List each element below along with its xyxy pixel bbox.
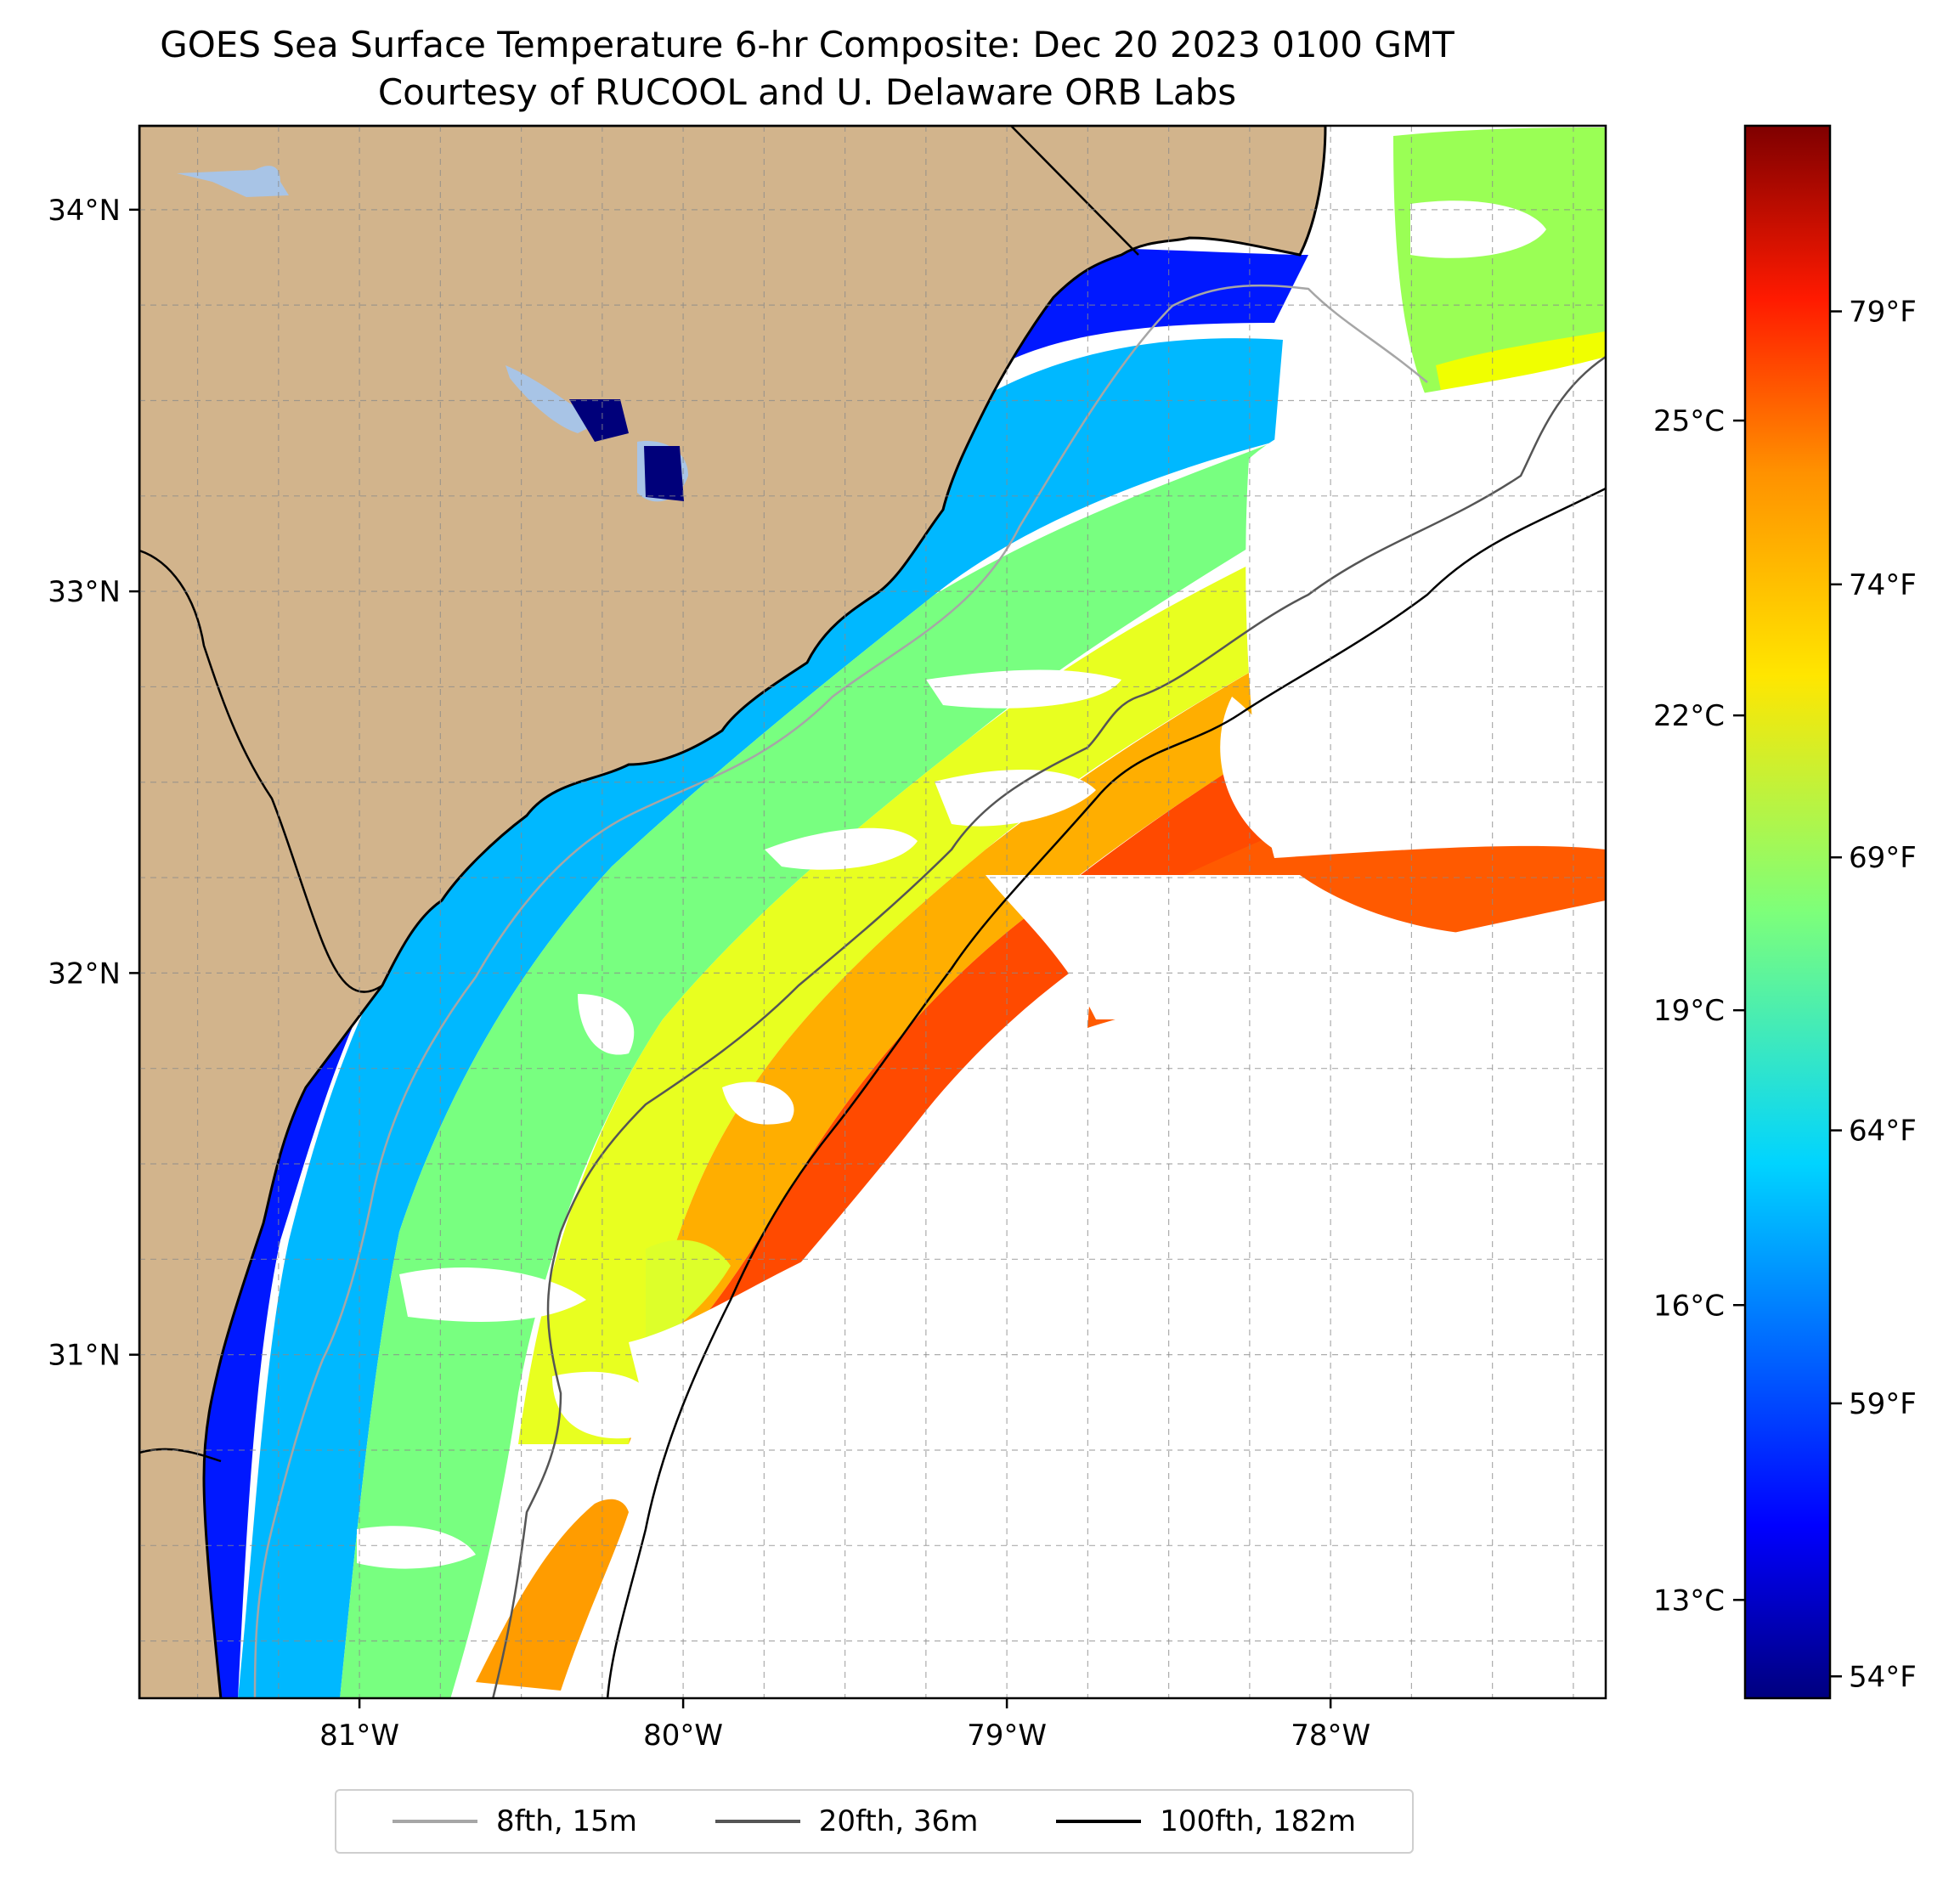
legend-label-20fth: 20fth, 36m [818,1804,979,1838]
state-border-west [139,549,383,993]
sst-band-mid-shelf [340,442,1283,1698]
map-panel [139,126,1606,1698]
sst-band-south-yellow [646,1239,731,1342]
cloud-gap [595,900,1606,1698]
y-tick-label: 31°N [48,1339,121,1373]
map-title: GOES Sea Surface Temperature 6-hr Compos… [160,24,1454,65]
lake-marion [506,365,595,433]
lake-marion-cold [569,399,629,442]
colorbar-celsius-label: 13°C [1653,1584,1725,1617]
legend-item: 100fth, 182m [1056,1804,1356,1838]
cloud-gap [1410,200,1546,258]
y-tick-label: 32°N [48,957,121,991]
y-tick-label: 33°N [48,575,121,609]
cloud-gap [1220,697,1281,850]
legend-label-100fth: 100fth, 182m [1160,1804,1357,1838]
colorbar-celsius-label: 19°C [1653,994,1725,1028]
x-tick-label: 78°W [1291,1719,1370,1753]
contour-8fth [253,284,1428,1698]
cloud-gap [399,1267,586,1322]
cloud-gap [935,770,1096,827]
y-tick-label: 34°N [48,194,121,228]
contour-20fth [491,355,1606,1698]
colorbar-celsius-label: 25°C [1653,404,1725,438]
cloud-gap [552,1371,657,1439]
cloud-gaps [357,200,1606,1698]
colorbar-fahrenheit-label: 74°F [1849,568,1917,602]
colorbar-fahrenheit-label: 69°F [1849,841,1917,875]
cloud-gap [722,1081,794,1125]
colorbar-celsius-label: 22°C [1653,699,1725,733]
state-border [1010,126,1139,256]
cloud-gap [357,1526,476,1569]
x-tick-label: 80°W [643,1719,723,1753]
x-axis: 81°W 80°W 79°W 78°W [319,1698,1370,1753]
gridlines [139,126,1606,1698]
colorbar-celsius-label: 16°C [1653,1289,1725,1323]
legend-label-8fth: 8fth, 15m [495,1804,637,1838]
lake-north [177,166,289,197]
legend-item: 20fth, 36m [715,1804,979,1838]
colorbar-fahrenheit-label: 64°F [1849,1115,1917,1149]
land-coastline [139,126,1327,1698]
cloud-gap [926,669,1121,709]
cloud-gap [578,994,635,1055]
legend: 8fth, 15m 20fth, 36m 100fth, 182m [335,1789,1414,1854]
cloud-gap [765,827,918,870]
colorbar-fahrenheit-ticks: 54°F 59°F 64°F 69°F 74°F 79°F [1830,296,1917,1694]
colorbar-celsius-ticks: 13°C 16°C 19°C 22°C 25°C [1653,404,1745,1617]
sst-band-northeast [1393,127,1606,399]
map-frame [138,124,1607,1700]
x-tick-label: 81°W [319,1719,399,1753]
x-tick-label: 79°W [967,1719,1047,1753]
colorbar: 13°C 16°C 19°C 22°C 25°C 54°F 59°F 64°F 69°F 74°… [1653,124,1917,1700]
map-subtitle: Courtesy of RUCOOL and U. Delaware ORB L… [377,71,1237,113]
legend-swatch-100fth [1056,1820,1142,1823]
colorbar-gradient [1743,124,1832,1700]
colorbar-fahrenheit-label: 54°F [1849,1660,1917,1694]
legend-swatch-20fth [715,1820,800,1823]
sst-band-south-warm [476,1499,629,1691]
y-axis: 34°N 33°N 32°N 31°N [48,194,139,1373]
legend-swatch-8fth [392,1820,477,1823]
colorbar-fahrenheit-label: 59°F [1849,1387,1917,1421]
colorbar-fahrenheit-label: 79°F [1849,296,1917,330]
lake-moultrie-cold [644,446,684,501]
state-border-south [139,1448,222,1463]
contour-100fth [606,487,1606,1698]
legend-item: 8fth, 15m [392,1804,637,1838]
cloud-gap [1245,357,1606,858]
